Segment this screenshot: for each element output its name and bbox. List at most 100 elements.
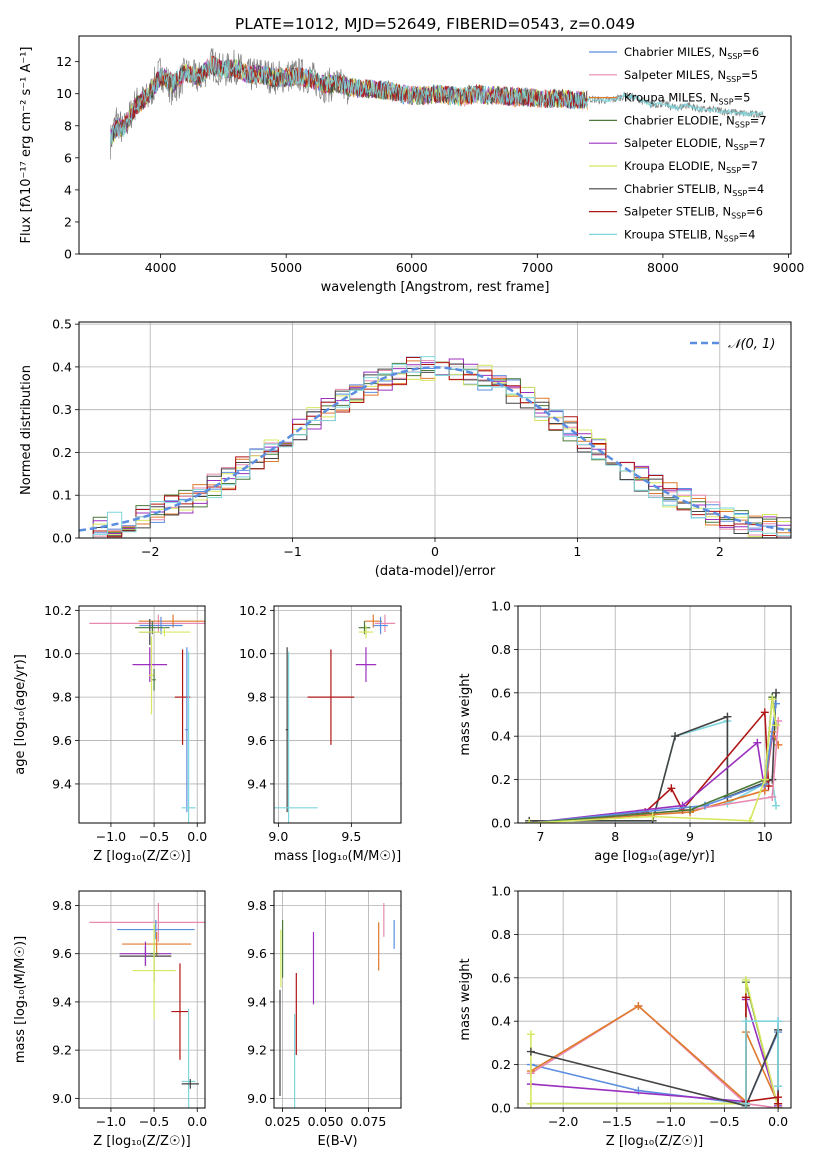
weight-line-chabrier_elodie: [530, 981, 779, 1108]
y-tick-label: 0.2: [491, 1057, 511, 1072]
axes-frame: [273, 890, 402, 1109]
x-tick-label: 0.0: [187, 1114, 207, 1129]
errorbar-kroupa_elodie: [132, 922, 176, 1019]
y-tick-label: 0.0: [491, 1101, 511, 1116]
errorbar-salpeter_stelib: [174, 649, 191, 745]
weight-marker-kroupa_elodie: [760, 775, 769, 784]
panel-age_vs_Z: −1.0 −0.5 0.0 9.4 9.6 9.8 10.0 10.2 Z [log₁₀(Z/Z…: [13, 603, 207, 864]
y-tick-label: 9.0: [247, 1091, 267, 1106]
spectrum-legend: Chabrier MILES, NSSP=6 Salpeter MILES, NS…: [589, 45, 767, 243]
weight-marker-kroupa_miles: [634, 1002, 643, 1011]
x-tick-label: 0.075: [350, 1114, 386, 1129]
y-axis-label: age [log₁₀(age/yr)]: [13, 654, 28, 775]
axes-frame: [78, 321, 792, 539]
x-tick-label: 7: [536, 829, 544, 844]
axes-frame: [273, 605, 402, 824]
y-axis-label: mass weight: [458, 958, 473, 1040]
plot-area-age_vs_mass: [274, 614, 396, 823]
weight-marker-salpeter_miles: [768, 792, 777, 801]
weight-marker-kroupa_elodie: [525, 819, 534, 823]
weight-marker-kroupa_stelib: [772, 801, 781, 810]
y-tick-label: 0.0: [52, 531, 72, 546]
plot-area-weight_vs_age: [525, 688, 783, 823]
plot-area-mass_vs_Z: [89, 903, 205, 1108]
normal-curve: [79, 366, 791, 532]
y-tick-label: 9.8: [247, 898, 267, 913]
panel-spectrum: 4000 5000 6000 7000 8000 9000 0 2 4 6 8 10 12 wavelen…: [19, 35, 804, 295]
errorbar-salpeter_miles: [374, 614, 396, 633]
y-tick-label: 4: [64, 182, 72, 197]
y-tick-label: 0.4: [52, 359, 72, 374]
errorbar-chabrier_miles: [116, 919, 195, 940]
y-tick-label: 2: [64, 214, 72, 229]
errorbar-kroupa_stelib: [274, 651, 318, 823]
plot-area-weight_vs_Z: [526, 975, 783, 1108]
y-tick-label: 9.6: [247, 946, 267, 961]
errorbar-kroupa_stelib: [181, 1009, 196, 1108]
y-tick-label: 9.8: [52, 690, 72, 705]
weight-line-salpeter_elodie: [530, 999, 779, 1107]
weight-line-kroupa_elodie: [530, 979, 779, 1108]
weight-line-chabrier_elodie: [529, 696, 777, 823]
x-tick-label: 5000: [270, 260, 302, 275]
y-tick-label: 0: [64, 247, 72, 262]
axes-frame: [78, 35, 792, 255]
x-tick-label: 8: [611, 829, 619, 844]
weight-marker-salpeter_stelib: [774, 1099, 783, 1108]
weight-marker-kroupa_elodie: [526, 1030, 535, 1039]
errorbar-chabrier_elodie: [152, 668, 156, 691]
residual-legend: 𝒩(0, 1): [690, 337, 775, 352]
x-tick-label: 0.050: [308, 1114, 344, 1129]
y-tick-label: 9.4: [247, 776, 267, 791]
y-axis-label: Normed distribution: [19, 365, 34, 495]
y-tick-label: 0.2: [491, 772, 511, 787]
errorbar-salpeter_elodie: [132, 647, 168, 682]
plot-area-residuals: [79, 356, 791, 538]
y-tick-label: 9.2: [52, 1043, 72, 1058]
y-tick-label: 12: [56, 54, 72, 69]
weight-marker-chabrier_elodie: [686, 805, 695, 814]
y-tick-label: 0.0: [491, 816, 511, 831]
model-spectrum-kroupa_stelib-red: [587, 91, 764, 118]
weight-marker-kroupa_elodie: [526, 1099, 535, 1108]
x-tick-label: 0: [431, 544, 439, 559]
plot-area-spectrum: [110, 48, 764, 160]
errorbar-salpeter_stelib: [307, 649, 355, 745]
y-tick-label: 10.0: [44, 646, 72, 661]
plot-area-mass_vs_ebv: [279, 903, 395, 1108]
weight-marker-salpeter_stelib: [741, 993, 750, 1002]
y-axis-label: mass weight: [458, 673, 473, 755]
y-tick-label: 9.0: [52, 1091, 72, 1106]
x-tick-label: −0.5: [139, 1114, 169, 1129]
weight-marker-salpeter_stelib: [760, 708, 769, 717]
weight-marker-salpeter_stelib: [667, 784, 676, 793]
y-tick-label: 10.2: [239, 603, 267, 618]
axes-frame: [517, 605, 792, 824]
x-axis-label: Z [log₁₀(Z/Z☉)]: [606, 1134, 703, 1149]
weight-line-chabrier_miles: [530, 1021, 779, 1107]
x-tick-label: −1.0: [96, 829, 126, 844]
y-tick-label: 0.4: [491, 1014, 511, 1029]
y-tick-label: 10.0: [239, 646, 267, 661]
y-tick-label: 9.8: [52, 898, 72, 913]
weight-marker-kroupa_stelib: [741, 1099, 750, 1108]
errorbar-chabrier_miles: [139, 616, 183, 635]
legend-label-salpeter_elodie: Salpeter ELODIE, NSSP=7: [624, 136, 766, 152]
errorbar-chabrier_miles: [373, 616, 388, 635]
x-axis-label: age [log₁₀(age/yr)]: [594, 849, 715, 864]
errorbar-salpeter_elodie: [355, 647, 377, 682]
errorbar-salpeter_miles: [89, 614, 205, 633]
x-axis-label: E(B-V): [317, 1134, 357, 1149]
x-tick-label: −1: [283, 544, 301, 559]
x-tick-label: 1: [573, 544, 581, 559]
weight-line-kroupa_elodie: [529, 699, 777, 823]
x-tick-label: −0.5: [139, 829, 169, 844]
legend-label-salpeter_stelib: Salpeter STELIB, NSSP=6: [624, 205, 763, 221]
y-tick-label: 0.2: [52, 445, 72, 460]
x-tick-label: 9.5: [341, 829, 361, 844]
model-spectrum-kroupa_stelib: [110, 55, 588, 149]
y-tick-label: 10.2: [44, 603, 72, 618]
weight-marker-kroupa_elodie: [768, 695, 777, 704]
axes-frame: [517, 890, 792, 1109]
